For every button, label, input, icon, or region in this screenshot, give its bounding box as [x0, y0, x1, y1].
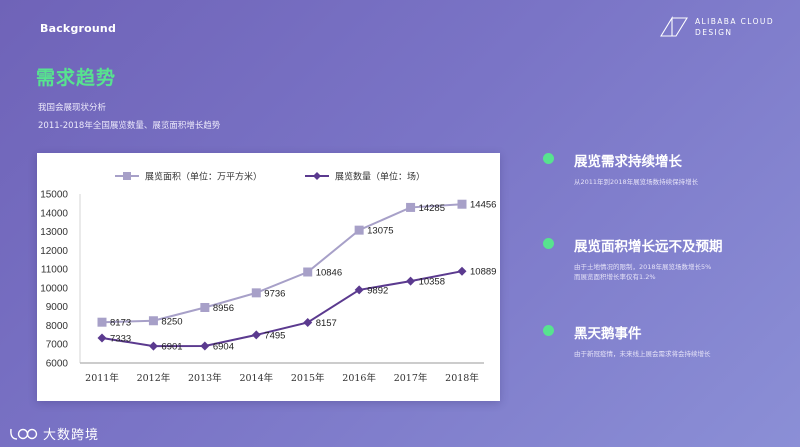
page-title: 需求趋势 — [36, 67, 117, 89]
bullet-dot-icon — [543, 153, 554, 164]
x-tick-label: 2014年 — [239, 372, 273, 384]
data-label: 13075 — [367, 226, 393, 237]
data-point-diamond — [406, 276, 416, 286]
y-tick-label: 12000 — [40, 246, 68, 257]
data-label: 14285 — [419, 203, 445, 214]
subtitle-trend: 2011-2018年全国展览数量、展览面积增长趋势 — [38, 121, 221, 131]
y-tick-label: 13000 — [40, 227, 68, 238]
y-tick-label: 6000 — [46, 359, 69, 370]
x-tick-label: 2015年 — [291, 372, 325, 384]
brand-subname: DESIGN — [695, 28, 733, 37]
brand-name: ALIBABA CLOUD — [695, 17, 774, 26]
brand-logo: ALIBABA CLOUD DESIGN — [659, 16, 774, 38]
dashu-logo-icon — [10, 428, 38, 440]
key-point-desc: 由于新冠疫情，未来线上展会需求将会持续增长 — [574, 350, 711, 358]
data-point-diamond — [251, 330, 261, 340]
key-point-title: 展览面积增长远不及预期 — [574, 239, 723, 255]
footer-logo: 大数跨境 — [8, 424, 99, 443]
data-point-square — [406, 202, 416, 212]
data-point-diamond — [97, 333, 107, 343]
series-line — [101, 270, 463, 348]
data-point-square — [97, 317, 107, 327]
data-point-diamond — [200, 341, 210, 351]
data-point-diamond — [457, 266, 467, 276]
bullet-dot-icon — [543, 238, 554, 249]
data-label: 7333 — [110, 333, 131, 344]
series-line — [101, 203, 463, 324]
x-tick-label: 2017年 — [394, 372, 428, 384]
y-tick-label: 8000 — [46, 321, 69, 332]
chart-card: 6000 7000 8000 9000 10000 11000 12000 13000 1400… — [37, 153, 500, 401]
legend-label: 展览面积（单位：万平方米） — [145, 171, 262, 183]
data-label: 8250 — [161, 316, 182, 327]
legend-square-marker — [123, 172, 131, 180]
key-point-title: 黑天鹅事件 — [574, 326, 642, 342]
legend-label: 展览数量（单位：场） — [335, 171, 425, 183]
data-point-square — [251, 288, 261, 298]
bullet-dot-icon — [543, 325, 554, 336]
subtitle-analysis: 我国会展现状分析 — [38, 103, 107, 113]
y-tick-label: 10000 — [40, 283, 68, 294]
data-label: 8173 — [110, 318, 131, 329]
data-label: 10846 — [316, 268, 342, 279]
data-point-square — [354, 225, 364, 235]
footer-brand-text: 大数跨境 — [43, 428, 100, 443]
data-point-square — [200, 302, 210, 312]
key-point-title: 展览需求持续增长 — [574, 154, 682, 170]
data-point-square — [148, 316, 158, 326]
y-tick-label: 11000 — [41, 265, 69, 276]
data-label: 10889 — [470, 267, 496, 278]
data-point-diamond — [148, 341, 158, 351]
data-point-diamond — [303, 317, 313, 327]
legend-diamond-marker — [313, 172, 321, 180]
x-tick-label: 2016年 — [342, 372, 376, 384]
data-label: 9736 — [264, 288, 285, 299]
x-tick-label: 2012年 — [137, 372, 171, 384]
data-label: 8157 — [316, 318, 337, 329]
data-point-diamond — [354, 285, 364, 295]
data-label: 8956 — [213, 303, 234, 314]
data-label: 7495 — [264, 330, 285, 341]
y-tick-label: 15000 — [40, 190, 68, 201]
y-tick-label: 7000 — [46, 340, 69, 351]
section-tag: Background — [40, 22, 117, 35]
key-point-desc: 从2011年到2018年展览场数持续保持增长 — [574, 178, 699, 186]
x-tick-label: 2013年 — [188, 372, 222, 384]
data-point-square — [457, 199, 467, 209]
key-point-desc: 由于土地情况的限制，2018年展览场数增长5%而展览面积增长率仅有1.2% — [574, 263, 712, 281]
x-tick-label: 2011年 — [85, 372, 119, 384]
data-label: 10358 — [419, 277, 445, 288]
data-point-square — [303, 267, 313, 277]
y-tick-label: 14000 — [40, 208, 68, 219]
y-tick-label: 9000 — [46, 302, 69, 313]
data-label: 14456 — [470, 200, 496, 211]
x-tick-label: 2018年 — [445, 372, 479, 384]
data-label: 9892 — [367, 285, 388, 296]
data-label: 6901 — [161, 342, 182, 353]
alibaba-cloud-logo-icon — [660, 16, 688, 37]
trend-line-chart: 6000 7000 8000 9000 10000 11000 12000 13000 1400… — [40, 171, 496, 385]
data-label: 6904 — [213, 342, 234, 353]
